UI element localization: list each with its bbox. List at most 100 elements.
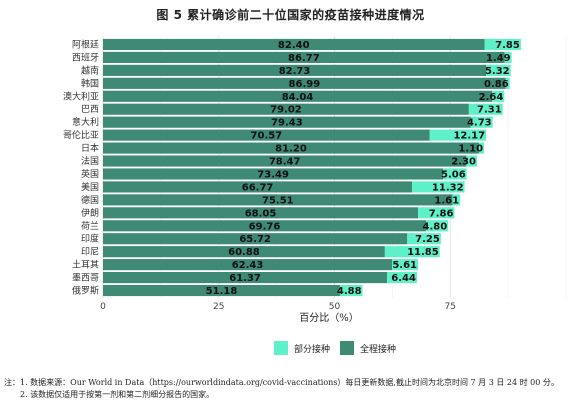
x-axis-title: 百分比（%）	[299, 312, 359, 324]
value-label-full: 84.04	[282, 92, 314, 103]
bar-full-15	[103, 233, 408, 245]
bar-partial-0	[484, 38, 521, 51]
bar-partial-2	[486, 64, 511, 76]
chart-title: 图 5 累计确诊前二十位国家的疫苗接种进度情况	[156, 8, 425, 22]
bar-full-13	[103, 207, 419, 219]
bar-partial-9	[466, 155, 477, 167]
value-label-full: 73.49	[257, 169, 289, 180]
bar-partial-7	[429, 129, 487, 141]
x-tick-label: 50	[329, 302, 341, 312]
bar-partial-16	[384, 246, 440, 258]
legend-label-full: 全程接种	[360, 343, 396, 355]
value-label-full: 78.47	[269, 157, 301, 168]
category-label: 荷兰	[81, 220, 99, 232]
bar-full-12	[103, 194, 453, 206]
value-label-full: 70.57	[251, 131, 283, 142]
category-label: 越南	[81, 64, 99, 76]
category-label: 日本	[81, 142, 99, 154]
value-label-partial: 12.17	[453, 131, 485, 142]
value-label-partial: 5.32	[485, 66, 510, 77]
category-label: 伊朗	[81, 207, 99, 219]
value-label-full: 66.77	[242, 182, 274, 193]
value-label-full: 86.99	[289, 79, 321, 90]
value-label-partial: 11.32	[432, 182, 464, 193]
category-label: 法国	[81, 155, 99, 167]
value-label-full: 81.20	[275, 144, 307, 155]
category-label: 土耳其	[72, 259, 99, 271]
category-label: 西班牙	[72, 51, 99, 63]
bar-full-19	[103, 284, 340, 297]
bar-partial-19	[339, 284, 363, 297]
value-label-partial: 4.80	[423, 221, 448, 232]
bar-full-18	[103, 272, 388, 284]
bar-partial-17	[392, 259, 419, 271]
value-label-partial: 4.88	[337, 286, 362, 297]
bar-partial-15	[407, 233, 441, 245]
category-label: 德国	[81, 194, 99, 206]
value-label-partial: 2.30	[451, 157, 476, 168]
bar-partial-10	[443, 168, 467, 180]
value-label-partial: 7.25	[415, 234, 440, 245]
bar-partial-13	[418, 207, 455, 219]
value-label-full: 79.43	[271, 118, 303, 129]
footnote-2: 2. 该数据仅适用于按第一剂和第二剂细分报告的国家。	[20, 390, 215, 399]
bar-partial-1	[504, 51, 512, 63]
legend-swatch-full	[340, 341, 354, 355]
value-label-full: 68.05	[245, 208, 277, 219]
bar-partial-18	[387, 272, 417, 284]
category-label: 印度	[81, 233, 99, 245]
footnote-1: 注：1. 数据来源：Our World in Data（https://ourw…	[4, 378, 559, 387]
bar-full-10	[103, 168, 444, 180]
category-label: 英国	[81, 168, 99, 180]
value-label-partial: 4.73	[467, 118, 492, 129]
bar-partial-11	[412, 181, 465, 193]
bar-full-3	[103, 77, 506, 89]
bar-full-17	[103, 259, 393, 271]
bar-full-14	[103, 220, 426, 232]
value-label-partial: 11.85	[407, 247, 439, 258]
value-label-partial: 1.61	[434, 195, 459, 206]
value-label-partial: 7.31	[477, 105, 502, 116]
category-label: 澳大利亚	[63, 90, 99, 102]
value-label-full: 86.77	[288, 53, 320, 64]
x-tick-label: 0	[100, 302, 106, 312]
value-label-partial: 7.86	[429, 208, 454, 219]
bar-partial-14	[425, 220, 449, 232]
footnotes: 注：1. 数据来源：Our World in Data（https://ourw…	[4, 377, 581, 401]
x-tick-label: 25	[213, 302, 224, 312]
bar-partial-4	[492, 90, 505, 102]
value-label-full: 82.40	[278, 40, 310, 51]
value-label-full: 82.73	[279, 66, 311, 77]
category-label: 墨西哥	[72, 273, 99, 284]
bar-partial-5	[468, 103, 503, 115]
category-label: 美国	[81, 181, 99, 193]
bar-full-2	[103, 64, 487, 76]
value-label-partial: 1.49	[486, 53, 511, 64]
bar-full-9	[103, 155, 467, 167]
value-label-full: 79.02	[270, 105, 302, 116]
value-label-partial: 5.06	[441, 169, 466, 180]
value-label-partial: 2.64	[479, 92, 504, 103]
value-labels: 82.40 7.85 86.77 1.49 82.73 5.32 86.99 0.86 84.0…	[206, 40, 520, 297]
value-label-partial: 5.61	[392, 260, 417, 271]
value-label-partial: 0.86	[484, 79, 509, 90]
value-label-full: 65.72	[239, 234, 271, 245]
value-label-full: 62.43	[232, 260, 264, 271]
x-axis-ticks: 0 25 50 75	[100, 302, 456, 312]
value-label-full: 60.88	[228, 247, 260, 258]
category-label: 意大利	[72, 116, 99, 128]
bar-partial-3	[505, 77, 510, 89]
category-labels: 阿根廷西班牙越南韩国澳大利亚巴西意大利哥伦比亚日本法国英国美国德国伊朗荷兰印度印…	[63, 38, 99, 296]
bar-full-1	[103, 51, 505, 63]
bar-full-7	[103, 129, 430, 141]
value-label-full: 75.51	[262, 195, 294, 206]
bar-full-11	[103, 181, 413, 193]
bars	[103, 38, 521, 297]
bar-full-16	[103, 246, 385, 258]
legend-label-partial: 部分接种	[294, 343, 330, 355]
value-label-full: 69.76	[249, 221, 281, 232]
category-label: 印尼	[81, 246, 99, 258]
legend-swatch-partial	[274, 341, 288, 355]
bar-full-4	[103, 90, 493, 102]
